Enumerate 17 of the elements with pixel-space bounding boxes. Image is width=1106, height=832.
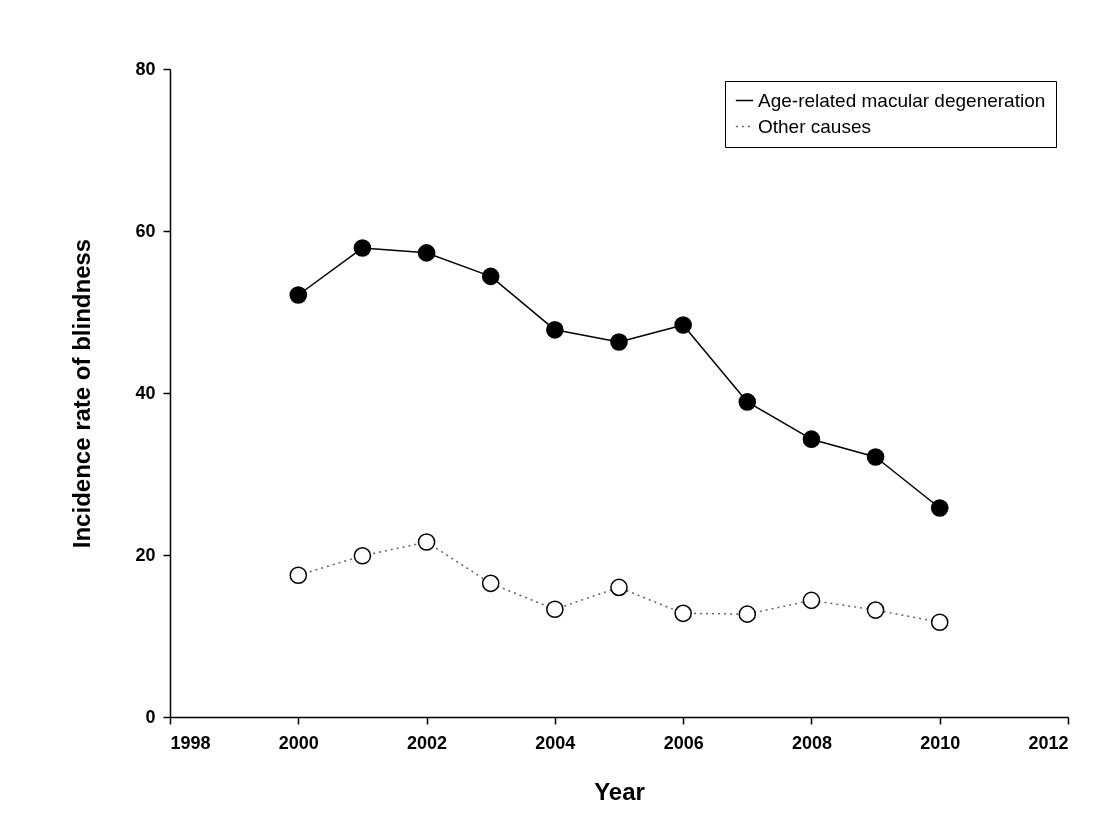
x-tick-label: 2004: [535, 732, 576, 753]
x-tick-label: 2012: [1028, 732, 1069, 753]
legend-label: Other causes: [758, 115, 871, 137]
y-tick-label: 60: [135, 220, 156, 241]
x-tick-label: 2006: [663, 732, 704, 753]
x-tick-label: 2000: [278, 732, 319, 753]
y-axis-title: Incidence rate of blindness: [68, 238, 96, 549]
x-tick-label: 2010: [920, 732, 961, 753]
y-tick-label: 20: [135, 544, 156, 565]
x-axis-title: Year: [594, 777, 645, 805]
legend-label: Age-related macular degeneration: [758, 89, 1046, 111]
y-tick-label: 0: [145, 706, 156, 727]
y-tick-label: 80: [135, 58, 156, 79]
x-tick-label: 1998: [170, 732, 211, 753]
y-tick-label: 40: [135, 382, 156, 403]
x-tick-label: 2008: [791, 732, 832, 753]
x-tick-label: 2002: [407, 732, 448, 753]
